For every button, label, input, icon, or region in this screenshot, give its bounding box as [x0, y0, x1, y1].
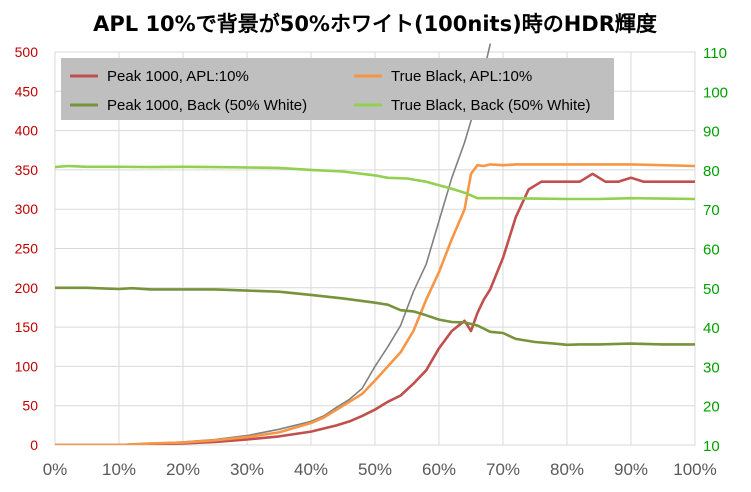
chart-title: APL 10%で背景が50%ホワイト(100nits)時のHDR輝度 [93, 12, 657, 36]
y-left-tick-label: 450 [15, 83, 39, 99]
x-tick-label: 40% [294, 460, 328, 479]
y-left-tick-label: 250 [15, 241, 39, 257]
y-right-tick-label: 10 [703, 438, 720, 455]
series-line [55, 286, 695, 347]
y-right-tick-label: 60 [703, 242, 720, 259]
legend-label: Peak 1000, APL:10% [107, 68, 249, 85]
y-right-tick-label: 20 [703, 399, 720, 416]
y-right-tick-label: 110 [703, 45, 727, 62]
x-tick-label: 70% [486, 460, 520, 479]
y-right-tick-label: 40 [703, 320, 720, 337]
y-right-tick-label: 30 [703, 359, 720, 376]
x-tick-label: 90% [614, 460, 648, 479]
axes: 0 50 100 150 200 250 300 350 400 450 500 10 20 30 40 50… [15, 44, 728, 479]
x-tick-label: 30% [230, 460, 264, 479]
x-tick-label: 20% [166, 460, 200, 479]
x-tick-label: 50% [358, 460, 392, 479]
y-left-tick-label: 200 [15, 280, 39, 296]
series-line [55, 163, 695, 445]
x-tick-label: 100% [673, 460, 716, 479]
y-left-tick-label: 100 [15, 358, 39, 374]
y-right-tick-label: 50 [703, 281, 720, 298]
legend-label: Peak 1000, Back (50% White) [107, 97, 307, 114]
plot-area-border [54, 51, 696, 446]
legend-label: True Black, APL:10% [391, 68, 532, 85]
y-left-tick-label: 50 [22, 398, 38, 414]
y-left-tick-label: 300 [15, 201, 39, 217]
y-left-tick-label: 500 [15, 44, 39, 60]
series-lines [55, 43, 695, 445]
y-left-tick-label: 400 [15, 123, 39, 139]
y-right-tick-label: 90 [703, 124, 720, 141]
y-left-tick-label: 350 [15, 162, 39, 178]
legend: Peak 1000, APL:10% True Black, APL:10% Pea… [61, 58, 614, 120]
series-line [55, 172, 695, 445]
y-left-tick-label: 150 [15, 319, 39, 335]
series-line [55, 164, 695, 201]
legend-box [61, 58, 614, 120]
x-tick-label: 10% [102, 460, 136, 479]
y-right-tick-label: 80 [703, 163, 720, 180]
legend-label: True Black, Back (50% White) [391, 97, 591, 114]
y-right-tick-label: 70 [703, 202, 720, 219]
x-tick-label: 60% [422, 460, 456, 479]
x-tick-label: 80% [550, 460, 584, 479]
y-right-tick-label: 100 [703, 84, 728, 101]
y-left-tick-label: 0 [30, 437, 38, 453]
x-tick-label: 0% [43, 460, 68, 479]
